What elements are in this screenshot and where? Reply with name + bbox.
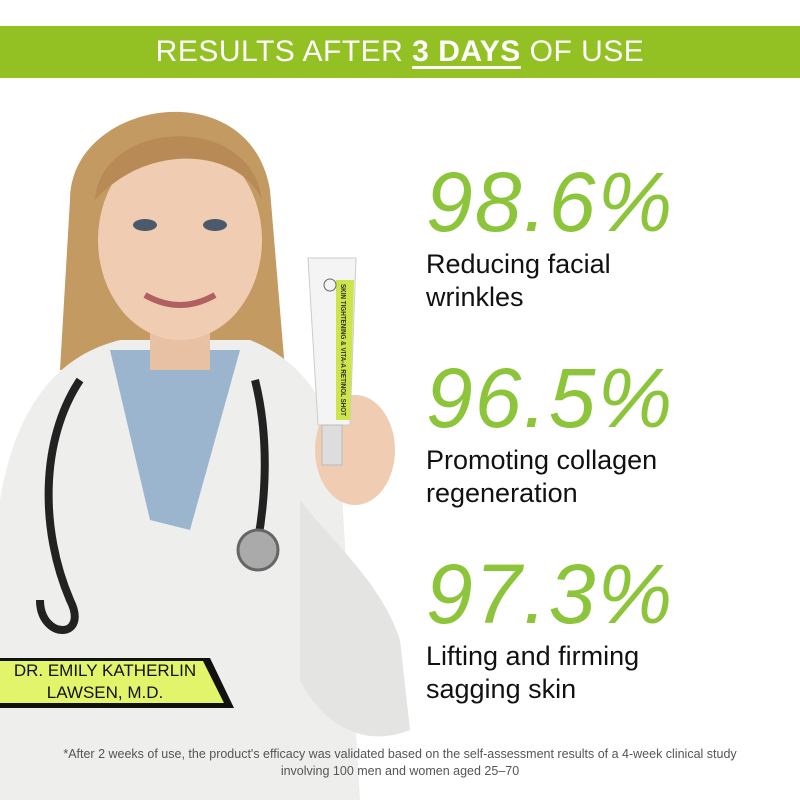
- stat-value: 97.3%: [426, 547, 675, 641]
- hair-fringe: [95, 136, 262, 200]
- stat-label-line2: sagging skin: [426, 674, 577, 704]
- product-tube: SKIN TIGHTENING & VITA-A RETINOL SHOT: [307, 257, 357, 466]
- stat-value: 96.5%: [426, 351, 675, 445]
- footnote-line1: *After 2 weeks of use, the product's eff…: [63, 747, 737, 761]
- doctor-name: DR. EMILY KATHERLIN LAWSEN, M.D.: [0, 660, 210, 704]
- header-suffix: OF USE: [520, 35, 645, 68]
- header-highlight: 3 DAYS: [412, 35, 521, 68]
- doctor-name-badge-shape: [0, 658, 234, 708]
- stat-label: Reducing facial wrinkles: [426, 248, 674, 314]
- stethoscope: [36, 377, 84, 634]
- footnote-line2: involving 100 men and women aged 25–70: [280, 764, 520, 778]
- stat-label: Promoting collagen regeneration: [426, 444, 674, 510]
- right-eye: [203, 219, 227, 231]
- stat-wrinkles: 98.6% Reducing facial wrinkles: [426, 160, 674, 314]
- doctor-photo: SKIN TIGHTENING & VITA-A RETINOL SHOT: [0, 111, 410, 800]
- footnote: *After 2 weeks of use, the product's eff…: [30, 746, 770, 780]
- shirt: [110, 350, 240, 530]
- stethoscope-tube: [251, 379, 269, 541]
- stat-label-line2: regeneration: [426, 478, 578, 508]
- stat-label-line1: Lifting and firming: [426, 641, 640, 671]
- doctor-name-line1: DR. EMILY KATHERLIN: [13, 661, 197, 680]
- stat-lifting: 97.3% Lifting and firming sagging skin: [426, 552, 674, 706]
- stat-label-line2: wrinkles: [426, 282, 524, 312]
- face: [98, 140, 262, 340]
- stat-collagen: 96.5% Promoting collagen regeneration: [426, 356, 674, 510]
- header-prefix: RESULTS AFTER: [155, 35, 413, 68]
- stat-label: Lifting and firming sagging skin: [426, 640, 674, 706]
- doctor-name-line2: LAWSEN, M.D.: [46, 683, 164, 702]
- stat-label-line1: Reducing facial: [426, 249, 611, 279]
- smile: [143, 292, 217, 308]
- arm: [300, 500, 410, 737]
- left-eye: [133, 219, 157, 231]
- stat-value: 98.6%: [426, 155, 675, 249]
- product-label: SKIN TIGHTENING & VITA-A RETINOL SHOT: [339, 284, 346, 417]
- stethoscope-chestpiece: [236, 528, 280, 572]
- header-banner: RESULTS AFTER 3 DAYS OF USE: [0, 26, 800, 78]
- stat-label-line1: Promoting collagen: [426, 445, 658, 475]
